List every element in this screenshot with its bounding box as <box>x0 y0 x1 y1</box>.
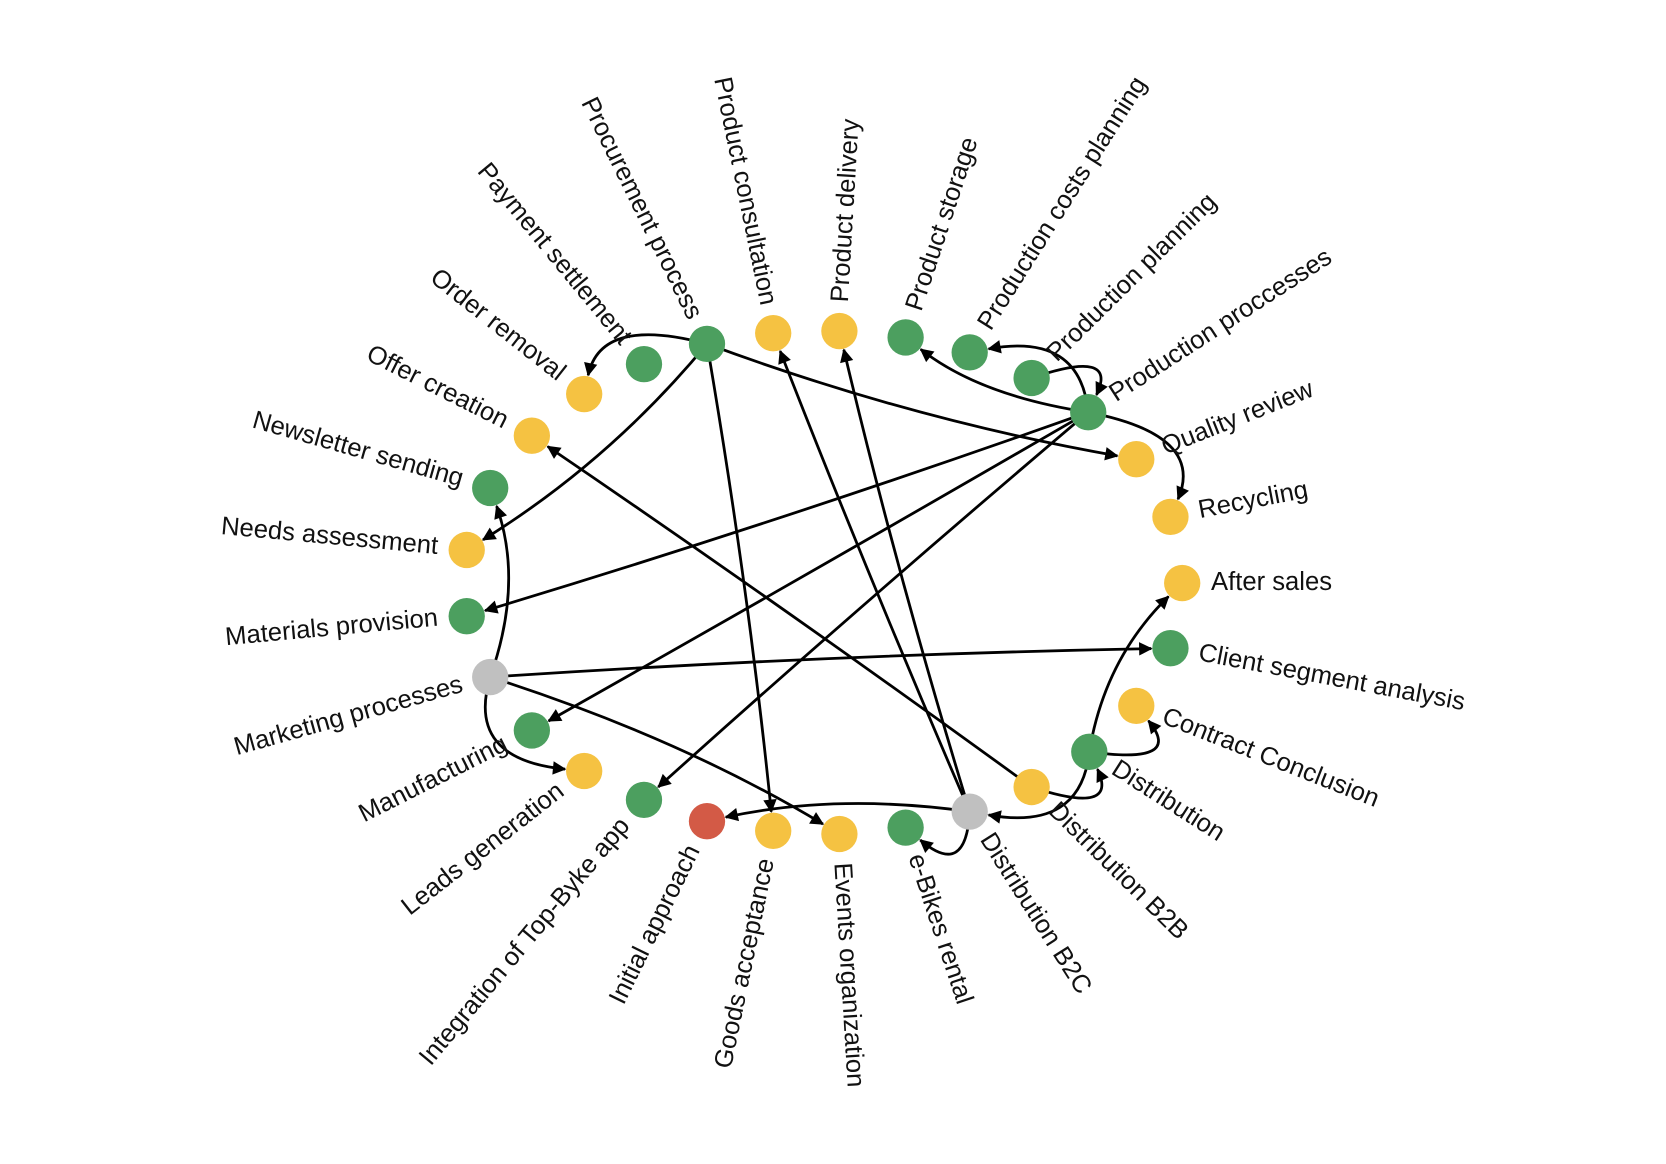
edge <box>724 802 970 822</box>
node-label: Materials provision <box>224 604 439 652</box>
node <box>755 315 792 352</box>
node-label: Distribution B2C <box>974 828 1097 999</box>
edge <box>706 342 1119 461</box>
edge <box>1087 410 1189 501</box>
node-label: Product delivery <box>826 118 865 303</box>
node <box>887 809 924 846</box>
node-label: Offer creation <box>362 340 513 435</box>
node-label: Client segment analysis <box>1196 639 1467 717</box>
node <box>1013 359 1050 397</box>
node-label: Needs assessment <box>220 512 439 560</box>
node-label: e-Bikes rental <box>903 850 979 1007</box>
edge <box>547 411 1089 723</box>
node <box>1118 687 1155 725</box>
node-label: Product consultation <box>708 75 782 308</box>
edge <box>546 445 1033 789</box>
edge <box>1089 719 1162 757</box>
edge <box>840 348 972 813</box>
node <box>1070 394 1107 431</box>
node <box>513 417 551 454</box>
node-label: Order removal <box>425 263 571 386</box>
edge <box>657 411 1090 789</box>
nodes: Product delivery Product storageProductio… <box>220 72 1467 1088</box>
edge <box>1087 595 1170 753</box>
node <box>821 312 858 350</box>
edge <box>483 410 1089 614</box>
node-label: Recycling <box>1196 476 1310 524</box>
edge <box>919 348 1089 414</box>
node <box>1071 733 1108 770</box>
node-label: Goods acceptance <box>709 856 780 1071</box>
node-label: Product storage <box>900 134 983 314</box>
node <box>448 598 485 635</box>
edge <box>489 675 825 826</box>
node <box>448 531 485 569</box>
node <box>688 325 726 363</box>
node-label: Marketing processes <box>231 670 466 761</box>
edge <box>778 349 971 813</box>
node-label: Integration of Top-Byke app <box>414 812 636 1070</box>
node-label: Quality review <box>1157 375 1317 461</box>
node-label: Manufacturing <box>354 730 512 828</box>
node <box>625 781 663 819</box>
edge <box>584 333 708 377</box>
node <box>1152 498 1189 536</box>
node <box>1164 564 1201 602</box>
node <box>472 658 509 696</box>
node <box>513 712 551 749</box>
node <box>821 815 858 853</box>
edge <box>488 504 511 678</box>
node-label: Events organization <box>828 862 869 1088</box>
node-label: After sales <box>1211 568 1332 596</box>
node <box>951 334 988 371</box>
node <box>1013 768 1050 806</box>
node <box>566 375 603 413</box>
node <box>951 793 988 830</box>
node <box>1152 630 1189 667</box>
node <box>1118 441 1155 478</box>
node <box>887 319 924 356</box>
node <box>566 752 603 790</box>
node <box>625 345 663 383</box>
edge <box>481 342 709 541</box>
edge <box>490 642 1153 679</box>
node-label: Newsletter sending <box>249 406 466 493</box>
edge <box>483 676 567 775</box>
node <box>472 469 509 507</box>
node <box>688 803 726 840</box>
node-label: Distribution <box>1107 754 1230 846</box>
node-label: Contract Conclusion <box>1158 702 1383 813</box>
node <box>755 812 792 849</box>
node-label: Initial approach <box>604 840 706 1008</box>
